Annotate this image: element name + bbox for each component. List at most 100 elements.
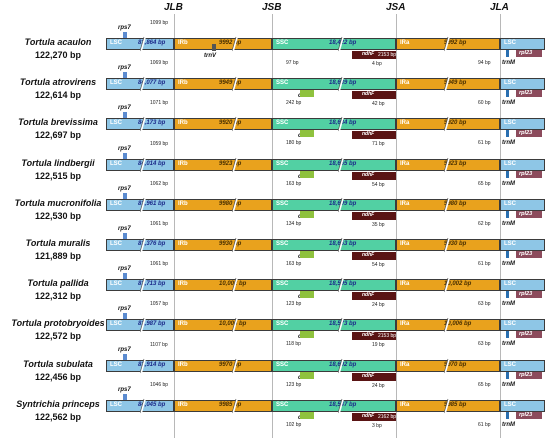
genome-length: 122,312 bp (34, 291, 82, 302)
break-mark-0 (139, 277, 146, 293)
rpl23-gene-label: rpl23 (519, 331, 533, 338)
irb-region-label: IRb (178, 241, 188, 247)
trnm-gene-label: trnM (502, 341, 515, 348)
rpl23-gene-label: rpl23 (519, 130, 533, 137)
trnm-gene-box (506, 331, 509, 339)
rps7-distance: 1071 bp (150, 100, 169, 107)
break-mark-1 (231, 76, 238, 92)
rpl23-gene-box (516, 291, 542, 299)
trnm-gene-label: trnM (502, 421, 515, 428)
break-mark-1 (231, 197, 238, 213)
ira-region-length: 9920 bp (444, 120, 467, 127)
trnm-distance: 65 bp (478, 180, 491, 187)
rpl23-gene-label: rpl23 (519, 371, 533, 378)
genome-length: 122,530 bp (34, 210, 82, 221)
trnm-distance: 61 bp (478, 261, 491, 267)
rps7-distance: 1046 bp (150, 381, 169, 388)
ira-region-label: IRa (400, 200, 410, 207)
trnm-gene-box (506, 130, 509, 138)
break-mark-1 (231, 277, 238, 293)
lsc-region-label: LSC (110, 361, 122, 368)
ndhf-gene-label: ndhF (362, 131, 375, 138)
genome-bar: LSC 84,077 bp IRb 9949 bp SSC 18,639 bp IRa 994… (106, 76, 545, 92)
lsc-region: LSC 83,376 bp (106, 239, 174, 251)
rps7-gene-label: rps7 (118, 145, 131, 152)
lsc-region-length: 83,376 bp (138, 241, 166, 247)
ssc-region-length: 18,653 bp (329, 241, 357, 247)
trnm-gene-label: trnM (502, 381, 515, 388)
ndhf-distance: 19 bp (372, 342, 385, 349)
genome-length: 121,889 bp (34, 251, 82, 261)
lsc-region-length: 83,914 bp (138, 361, 166, 368)
species-label: Tortula muralis 121,889 bp (2, 237, 114, 263)
ssc-distance: 180 bp (286, 140, 302, 147)
lsc-region-label: LSC (110, 40, 122, 46)
lsc-region-end: LSC (500, 158, 545, 171)
rpl23-gene-label: rpl23 (519, 50, 533, 56)
break-mark-3 (443, 116, 450, 132)
ssc-region-length: 18,573 bp (329, 321, 357, 328)
ssc-region: SSC 18,639 bp (272, 78, 396, 91)
break-mark-3 (443, 317, 450, 333)
trnm-gene-box (506, 210, 509, 218)
irb-region: IRb 9985 bp (174, 399, 272, 412)
junction-line-jlb (174, 14, 175, 438)
trnm-gene-label: trnM (502, 180, 515, 187)
genome-length: 122,515 bp (34, 170, 82, 181)
ssc-region-length: 18,602 bp (329, 361, 357, 368)
lsc-region-end-label: LSC (504, 80, 516, 87)
ssc-region: SSC 18,655 bp (272, 158, 396, 171)
ira-region-length: 9949 bp (444, 80, 467, 87)
lsc-region-end: LSC (500, 359, 545, 372)
lsc-region-end: LSC (500, 198, 545, 211)
species-name: Tortula protobryoides (11, 318, 105, 329)
ira-region-label: IRa (400, 160, 410, 167)
ssc-region-length: 18,595 bp (329, 281, 357, 288)
ssc-region-label: SSC (276, 401, 289, 408)
break-mark-3 (443, 197, 450, 213)
ndhf-gene-label: ndhF (362, 51, 375, 57)
rps7-gene-box (123, 32, 127, 39)
irb-region-length: 9980 bp (219, 200, 242, 207)
break-mark-0 (139, 358, 146, 374)
rps7-gene-box (123, 353, 127, 361)
break-mark-3 (443, 398, 450, 414)
ssc-region: SSC 18,602 bp (272, 359, 396, 372)
break-mark-2 (337, 197, 344, 213)
species-label: Tortula pallida 122,312 bp (2, 277, 114, 303)
ira-region-length: 9930 bp (444, 241, 467, 247)
ssc-region: SSC 18,547 bp (272, 399, 396, 412)
irb-region-length: 10,002 bp (219, 281, 247, 288)
rpl23-gene-label: rpl23 (519, 210, 533, 217)
ssc-region-label: SSC (276, 281, 289, 288)
ndhf-distance: 3 bp (372, 422, 382, 429)
rps7-gene-label: rps7 (118, 266, 131, 273)
break-mark-0 (139, 76, 146, 92)
ssc-region-label: SSC (276, 80, 289, 87)
ssc-region-length: 18,639 bp (329, 80, 357, 87)
break-mark-0 (139, 237, 146, 253)
irb-region-label: IRb (178, 321, 188, 328)
irb-region-length: 9923 bp (219, 160, 242, 167)
trnm-distance: 94 bp (478, 60, 491, 66)
ssc-region-label: SSC (276, 120, 289, 127)
genome-bar: LSC 83,914 bp IRb 9970 bp SSC 18,602 bp IRa 997… (106, 358, 545, 374)
species-label: Tortula acaulon 122,270 bp (2, 36, 114, 62)
trnm-gene-label: trnM (502, 301, 515, 308)
ndhf-distance: 24 bp (372, 302, 385, 309)
irb-region-length: 10,006 bp (219, 321, 247, 328)
rpl23-gene-box (516, 411, 542, 419)
genome-bar: LSC 83,376 bp IRb 9930 bp SSC 18,653 bp IRa 993… (106, 237, 545, 253)
rps7-gene-label: rps7 (118, 25, 131, 31)
species-name: Tortula brevissima (18, 117, 98, 128)
genome-length: 122,562 bp (34, 411, 82, 422)
ndhf-gene-box (352, 131, 396, 140)
trnm-gene-box (506, 50, 509, 57)
ndhf-gene-label: ndhF (362, 332, 375, 339)
ndhf-gene-label: ndhF (362, 211, 375, 218)
lsc-region-end-label: LSC (504, 160, 516, 167)
irb-region-label: IRb (178, 120, 188, 127)
ssc-distance: 123 bp (286, 301, 302, 308)
break-mark-2 (337, 317, 344, 333)
